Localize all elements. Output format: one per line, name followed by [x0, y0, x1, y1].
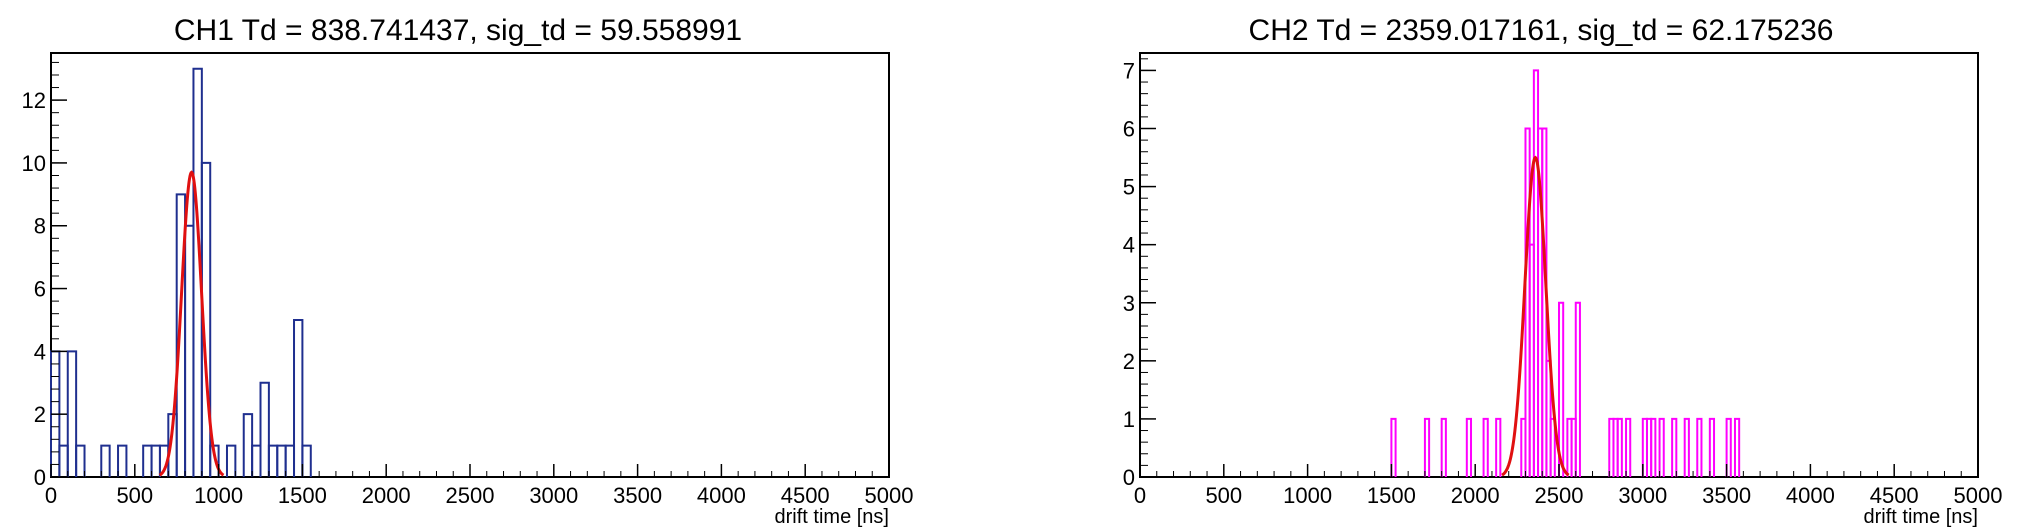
ch1-x-tick-label: 1000 — [194, 483, 243, 508]
ch2-x-tick-label: 2500 — [1535, 483, 1584, 508]
ch1-x-tick-label: 4500 — [781, 483, 830, 508]
ch1-y-tick-label: 0 — [34, 465, 46, 490]
ch1-histogram-bin-3 — [75, 444, 86, 477]
ch1-y-tick-label: 8 — [34, 214, 46, 239]
ch2-x-tick-label: 1000 — [1283, 483, 1332, 508]
ch1-x-tick-label: 5000 — [865, 483, 914, 508]
ch1-x-tick-label: 2000 — [362, 483, 411, 508]
ch2-x-tick-label: 4000 — [1786, 483, 1835, 508]
ch1-histogram-bin-4 — [100, 444, 111, 477]
ch1-x-tick-label: 3000 — [529, 483, 578, 508]
ch1-y-tick-label: 10 — [22, 151, 46, 176]
ch1-histogram-panel: CH1 Td = 838.741437, sig_td = 59.558991 … — [22, 14, 914, 528]
ch2-x-tick-label: 2000 — [1451, 483, 1500, 508]
ch2-histogram-bin-0 — [1390, 417, 1397, 477]
ch2-histogram-bin-17 — [1574, 301, 1581, 477]
ch1-histogram-bin-14 — [209, 444, 220, 477]
ch1-x-tick-label: 4000 — [697, 483, 746, 508]
ch2-histogram-panel: CH2 Td = 2359.017161, sig_td = 62.175236… — [1123, 14, 2003, 528]
ch2-x-tick-label: 0 — [1134, 483, 1146, 508]
ch1-gaussian-fit — [158, 170, 225, 477]
ch1-x-tick-label: 3500 — [613, 483, 662, 508]
ch2-x-tick-label: 3000 — [1618, 483, 1667, 508]
ch2-chart-title: CH2 Td = 2359.017161, sig_td = 62.175236 — [1249, 14, 1834, 47]
ch1-fit-curve — [158, 170, 225, 477]
ch2-y-tick-label: 3 — [1123, 291, 1135, 316]
ch2-histogram-bin-28 — [1696, 417, 1703, 477]
ch1-y-tick-label: 12 — [22, 88, 46, 113]
ch1-x-axis-label: drift time [ns] — [775, 506, 889, 528]
ch2-y-tick-label: 6 — [1123, 117, 1135, 142]
ch2-y-tick-label: 0 — [1123, 465, 1135, 490]
ch2-histogram-bin-24 — [1650, 417, 1657, 477]
ch2-histogram-bin-4 — [1482, 417, 1489, 477]
ch2-histogram-bin-31 — [1733, 417, 1741, 477]
ch2-x-tick-label: 500 — [1205, 483, 1242, 508]
ch2-histogram-bin-5 — [1495, 417, 1502, 477]
ch2-x-axis-label: drift time [ns] — [1864, 506, 1978, 528]
ch1-histogram-bin-2 — [66, 350, 78, 477]
ch2-y-tick-label: 5 — [1123, 175, 1135, 200]
ch2-histogram-bin-1 — [1423, 417, 1431, 477]
ch1-x-tick-label: 1500 — [278, 483, 327, 508]
ch2-fit-curve — [1501, 155, 1570, 477]
ch2-x-tick-label: 1500 — [1367, 483, 1416, 508]
ch1-histogram-bin-5 — [117, 444, 128, 477]
ch1-x-tick-label: 2500 — [446, 483, 495, 508]
ch1-histogram-bin-23 — [301, 444, 312, 477]
ch1-y-tick-label: 4 — [34, 339, 46, 364]
ch2-x-tick-label: 5000 — [1954, 483, 2003, 508]
ch1-histogram-bin-18 — [259, 381, 270, 477]
ch2-x-axis: 0 500 1000 1500 2000 2500 3000 3500 4000 4500 5000 — [1134, 464, 2003, 508]
ch1-x-tick-label: 500 — [116, 483, 153, 508]
ch2-histogram-bin-30 — [1725, 417, 1732, 477]
ch2-y-tick-label: 7 — [1123, 58, 1135, 83]
ch2-histogram-bin-21 — [1625, 417, 1632, 477]
ch2-histogram-bin-20 — [1616, 417, 1623, 477]
ch2-histogram-bin-14 — [1558, 301, 1565, 477]
ch2-x-tick-label: 4500 — [1870, 483, 1919, 508]
ch2-histogram-bin-2 — [1440, 417, 1447, 477]
ch1-x-axis: 0 500 1000 1500 2000 2500 3000 3500 4000 4500 5000 — [45, 464, 914, 508]
ch1-histogram-bin-22 — [293, 318, 304, 477]
ch2-gaussian-fit — [1501, 155, 1570, 477]
ch2-y-tick-label: 1 — [1123, 407, 1135, 432]
ch1-y-axis: 0 2 4 6 8 10 12 — [22, 61, 67, 490]
ch2-y-axis: 0 1 2 3 4 5 6 7 — [1123, 58, 1156, 490]
ch2-y-tick-label: 2 — [1123, 349, 1135, 374]
ch2-y-tick-label: 4 — [1123, 233, 1135, 258]
ch2-histogram-bin-3 — [1465, 417, 1473, 477]
ch1-x-tick-label: 0 — [45, 483, 57, 508]
ch1-histogram-bin-15 — [225, 444, 237, 477]
ch2-histogram-bars — [1390, 69, 1741, 477]
ch2-histogram-bin-25 — [1658, 417, 1665, 477]
ch2-histogram-bin-13 — [1549, 417, 1556, 477]
ch1-y-tick-label: 6 — [34, 277, 46, 302]
ch2-histogram-bin-27 — [1683, 417, 1690, 477]
ch2-histogram-bin-26 — [1671, 417, 1678, 477]
ch1-chart-title: CH1 Td = 838.741437, sig_td = 59.558991 — [174, 14, 742, 47]
ch1-y-tick-label: 2 — [34, 402, 46, 427]
ch2-histogram-bin-29 — [1708, 417, 1716, 477]
ch2-x-tick-label: 3500 — [1702, 483, 1751, 508]
